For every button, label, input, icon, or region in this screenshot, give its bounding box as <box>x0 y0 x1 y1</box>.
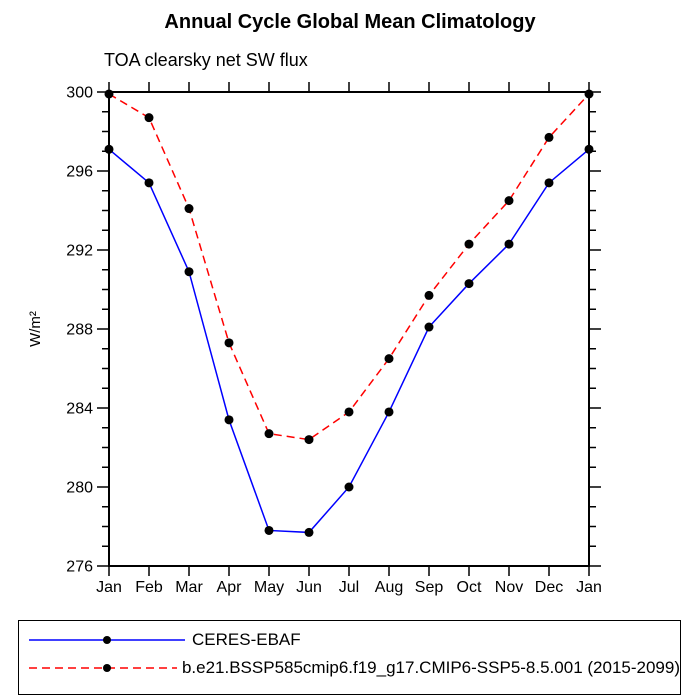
data-point-marker <box>384 354 394 364</box>
data-point-marker <box>224 338 234 348</box>
x-tick-label: May <box>254 579 284 596</box>
x-tick-label: Oct <box>457 579 482 596</box>
x-tick-label: Jul <box>339 579 359 596</box>
data-point-marker <box>144 178 154 188</box>
data-point-marker <box>184 267 194 277</box>
x-axis-tick-labels: Jan Feb Mar Apr May Jun Jul Aug Sep Oct Nov Dec Jan <box>96 579 602 596</box>
series-line-0 <box>108 148 590 534</box>
data-point-marker <box>144 113 154 123</box>
data-point-marker <box>304 527 314 537</box>
y-tick-label: 300 <box>66 85 93 102</box>
y-tick-label: 288 <box>66 322 93 339</box>
x-tick-label: Dec <box>535 579 563 596</box>
data-point-marker <box>384 407 394 417</box>
x-axis-ticks <box>108 82 590 576</box>
x-tick-label: Sep <box>415 579 444 596</box>
data-point-marker <box>464 239 474 249</box>
data-point-marker <box>184 204 194 214</box>
legend: CERES-EBAF b.e21.BSSP585cmip6.f19_g17.CM… <box>18 620 681 695</box>
y-tick-label: 296 <box>66 164 93 181</box>
data-point-marker <box>584 89 594 99</box>
data-point-marker <box>104 89 114 99</box>
data-point-marker <box>264 429 274 439</box>
legend-line-swatch-solid <box>29 635 185 644</box>
legend-marker-icon <box>103 663 111 672</box>
data-point-marker <box>344 407 354 417</box>
x-tick-label: Jun <box>296 579 322 596</box>
y-tick-label: 292 <box>66 243 93 260</box>
data-point-marker <box>544 132 554 142</box>
x-tick-label: Jan <box>576 579 602 596</box>
data-point-marker <box>544 178 554 188</box>
y-tick-label: 284 <box>66 401 93 418</box>
data-point-marker <box>304 435 314 445</box>
legend-line-swatch-dashed <box>29 663 177 672</box>
data-point-marker <box>264 525 274 535</box>
plot-frame <box>108 91 590 567</box>
data-point-marker <box>584 144 594 154</box>
data-series <box>104 89 594 537</box>
x-tick-label: Mar <box>175 579 203 596</box>
data-point-marker <box>504 196 514 206</box>
data-point-marker <box>104 144 114 154</box>
data-point-marker <box>504 239 514 249</box>
x-tick-label: Apr <box>217 579 243 596</box>
y-axis-label: W/m² <box>27 311 44 347</box>
legend-item-label: b.e21.BSSP585cmip6.f19_g17.CMIP6-SSP5-8.… <box>181 657 680 677</box>
data-point-marker <box>464 279 474 289</box>
x-tick-label: Nov <box>495 579 523 596</box>
series-line-1 <box>108 93 590 441</box>
legend-item: b.e21.BSSP585cmip6.f19_g17.CMIP6-SSP5-8.… <box>27 654 680 682</box>
y-axis-tick-labels: 276 280 284 288 292 296 300 <box>66 85 93 576</box>
y-tick-label: 276 <box>66 559 93 576</box>
x-tick-label: Feb <box>135 579 163 596</box>
x-tick-label: Jan <box>96 579 122 596</box>
legend-item: CERES-EBAF <box>27 626 680 654</box>
data-point-marker <box>424 322 434 332</box>
y-tick-label: 280 <box>66 480 93 497</box>
data-point-marker <box>224 415 234 425</box>
x-tick-label: Aug <box>375 579 403 596</box>
data-point-marker <box>344 482 354 492</box>
y-axis-ticks <box>97 91 601 567</box>
data-point-marker <box>424 290 434 300</box>
chart-subtitle: TOA clearsky net SW flux <box>104 50 308 70</box>
axes-frame <box>108 91 590 567</box>
chart-title: Annual Cycle Global Mean Climatology <box>164 11 536 33</box>
legend-item-label: CERES-EBAF <box>192 629 301 649</box>
legend-marker-icon <box>103 635 111 644</box>
